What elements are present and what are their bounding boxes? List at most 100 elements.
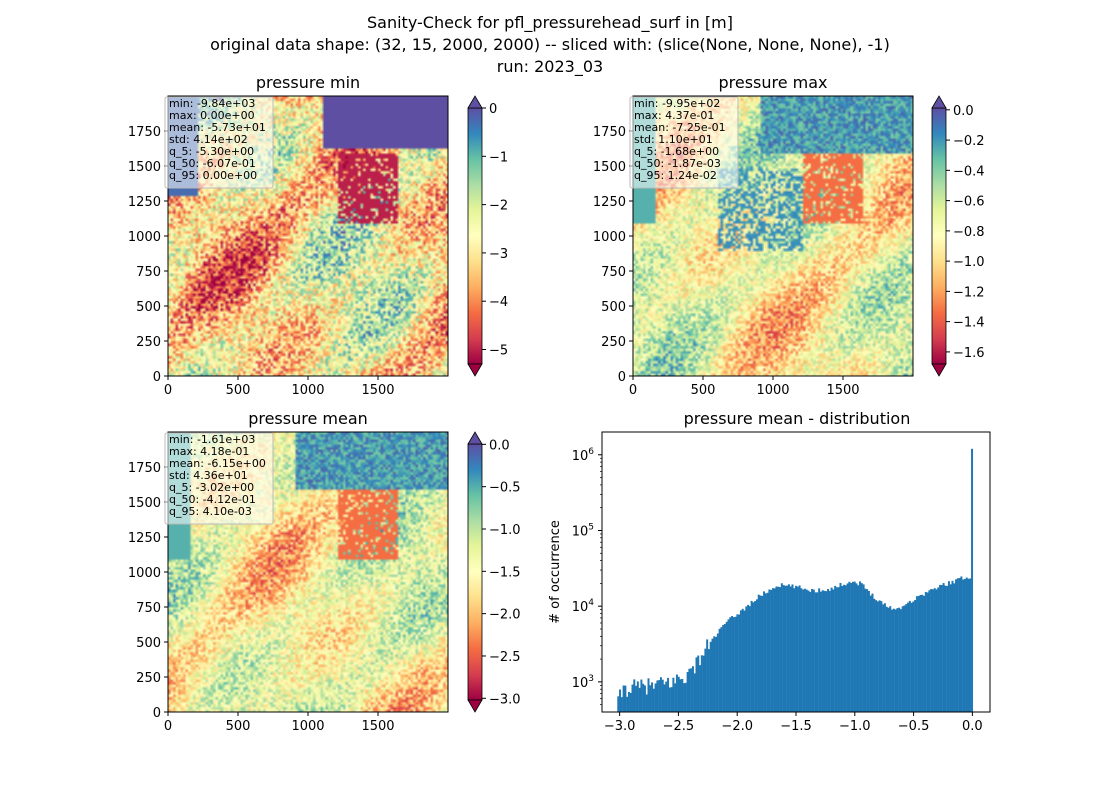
histogram-bar [951, 580, 954, 712]
histogram-bar [707, 649, 710, 712]
histogram-bar [919, 595, 922, 712]
histogram-bar [928, 590, 931, 712]
pressure-mean-heatmap-panel: pressure mean 0 500 1000 1500 0 250 500 750 1000… [128, 409, 521, 734]
histogram-bar [818, 588, 821, 712]
histogram-bar [912, 601, 915, 712]
histogram-bar [835, 587, 838, 712]
histogram-bar [640, 679, 643, 712]
histogram-bar [793, 588, 796, 712]
figure-title-line-2: original data shape: (32, 15, 2000, 2000… [210, 35, 890, 54]
histogram-bar [851, 581, 854, 712]
x-tick-label: 1000 [291, 719, 324, 734]
histogram-bar [642, 683, 645, 712]
colorbar-extend-bottom [467, 699, 483, 713]
colorbar-extend-top [467, 95, 483, 109]
histogram-bar [647, 678, 650, 712]
y-tick-label: 103 [572, 674, 594, 691]
histogram-bar [775, 586, 778, 712]
x-tick-label: 1500 [826, 383, 859, 398]
histogram-bar [811, 588, 814, 712]
histogram-bar [830, 587, 833, 712]
stats-line: q_5: -5.30e+00 [169, 145, 254, 158]
histogram-bar [802, 589, 805, 712]
y-tick-label: 250 [136, 335, 161, 350]
stats-line: max: 4.37e-01 [634, 109, 714, 122]
x-tick-label: 1000 [756, 383, 789, 398]
histogram-bar [953, 583, 956, 712]
histogram-bar [947, 581, 950, 712]
x-tick-label: 500 [691, 383, 716, 398]
histogram-bar [727, 619, 730, 712]
histogram-bar [891, 609, 894, 712]
histogram-bar [715, 636, 718, 712]
colorbar-tick-label: −2.0 [489, 608, 521, 623]
colorbar-extend-top [467, 431, 483, 445]
colorbar-tick-label: −0.4 [953, 164, 985, 179]
colorbar-tick-label: −2.5 [489, 650, 521, 665]
histogram-bar [791, 584, 794, 712]
histogram-bar [691, 666, 694, 712]
histogram-bar [955, 579, 958, 712]
histogram-bar [743, 610, 746, 712]
histogram-bar [930, 589, 933, 712]
histogram-bar [809, 591, 812, 712]
histogram-bar [875, 600, 878, 712]
histogram-bar [780, 583, 783, 712]
stats-line: std: 4.36e+01 [169, 469, 248, 482]
y-tick-label: 105 [572, 522, 594, 539]
histogram-bar [629, 693, 632, 712]
histogram-bar [697, 655, 700, 712]
histogram-bar [645, 694, 648, 712]
colorbar-tick-label: −1.0 [953, 255, 985, 270]
histogram-bar [882, 604, 885, 712]
colorbar-tick-label: −1.0 [489, 523, 521, 538]
histogram-bar [848, 581, 851, 712]
histogram-bar [892, 608, 895, 712]
colorbar [467, 443, 483, 701]
histogram-bar [620, 697, 623, 712]
histogram-bar [617, 696, 620, 712]
histogram-bar [763, 591, 766, 712]
histogram-bar [876, 601, 879, 712]
y-tick-label: 250 [136, 671, 161, 686]
histogram-bar [766, 592, 769, 712]
histogram-bar [796, 586, 799, 712]
histogram-bar [699, 665, 702, 712]
y-tick-label: 1000 [128, 566, 161, 581]
histogram-bar [850, 582, 853, 712]
y-tick-label: 1250 [128, 531, 161, 546]
histogram-bar [931, 589, 934, 712]
colorbar-tick-label: −0.8 [953, 225, 985, 240]
histogram-bar [942, 583, 945, 712]
histogram-bar [908, 600, 911, 712]
histogram-bar [619, 689, 622, 712]
panel-title: pressure min [256, 73, 360, 92]
histogram-bar [654, 683, 657, 712]
x-tick-label: 500 [226, 383, 251, 398]
histogram-bar [656, 680, 659, 712]
histogram-bar [693, 673, 696, 712]
histogram-bar [622, 685, 625, 712]
histogram-bar [917, 595, 920, 712]
histogram-bar [853, 581, 856, 712]
histogram-bar [704, 648, 707, 712]
colorbar-tick-label: −1.2 [953, 285, 985, 300]
histogram-bar [663, 684, 666, 712]
x-tick-label: 0 [164, 719, 172, 734]
y-tick-label: 500 [136, 636, 161, 651]
histogram-bar [658, 680, 661, 712]
histogram-bar [800, 588, 803, 712]
y-tick-label: 1750 [593, 125, 626, 140]
x-tick-label: 500 [226, 719, 251, 734]
histogram-bar [867, 591, 870, 712]
histogram-bar [631, 684, 634, 712]
histogram-bar [686, 671, 689, 712]
histogram-bar [859, 581, 862, 712]
histogram-bar [843, 584, 846, 712]
histogram-bar [652, 688, 655, 712]
y-tick-label: 0 [153, 370, 161, 385]
histogram-bar [779, 587, 782, 712]
histogram-bar [898, 607, 901, 712]
